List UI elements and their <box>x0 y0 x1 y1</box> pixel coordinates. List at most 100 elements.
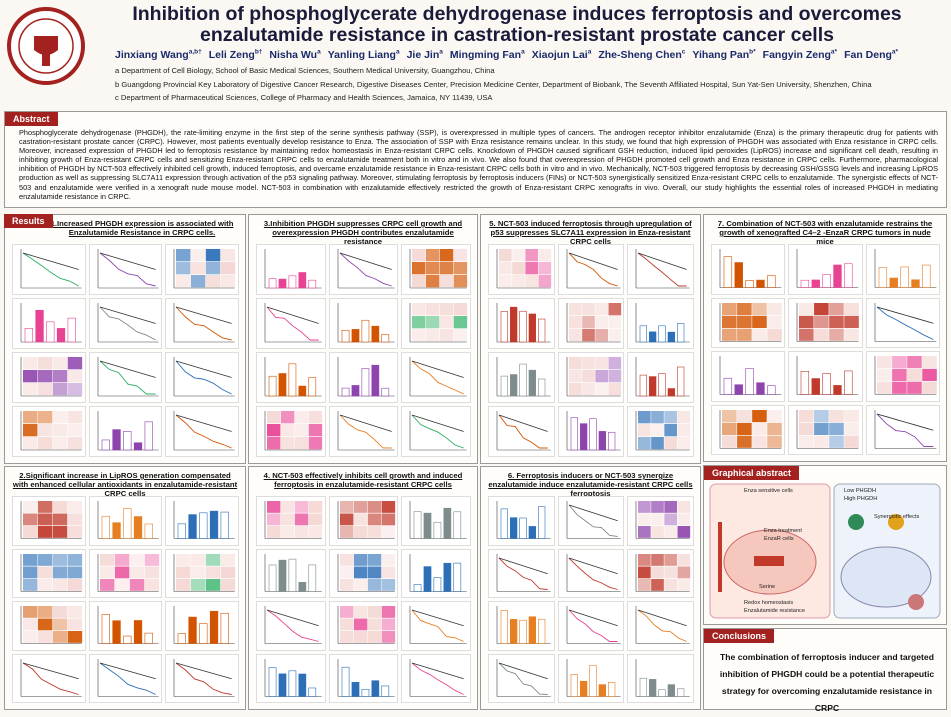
figure-element <box>767 328 782 341</box>
figure-element <box>664 437 678 450</box>
figure-panel <box>488 548 555 598</box>
figure-art <box>496 658 551 697</box>
figure-element <box>638 424 651 437</box>
figure-element <box>175 360 233 395</box>
figure-art <box>337 303 395 343</box>
figure-element <box>353 526 367 538</box>
figure-panel <box>165 653 239 703</box>
figure-panel <box>788 404 863 455</box>
figure-element <box>722 409 737 422</box>
figure-art <box>410 553 467 592</box>
figure-element <box>878 267 887 288</box>
figure-element <box>426 303 440 316</box>
figure-element <box>677 578 691 591</box>
figure-panel <box>88 406 163 457</box>
graphical-abstract: Graphical abstract Enza sensitive cells L… <box>703 465 947 625</box>
figure-element <box>52 553 68 566</box>
figure-element <box>339 501 354 513</box>
figure-element <box>280 411 295 424</box>
figure-element <box>440 303 454 316</box>
figure-element <box>278 278 287 289</box>
figure-element <box>423 565 432 592</box>
figure-element <box>598 683 606 697</box>
ga-label: High PHGDH <box>844 496 878 502</box>
figure-element <box>499 249 512 262</box>
figure-element <box>664 424 678 437</box>
figure-element <box>814 409 829 422</box>
logo-inner <box>18 18 74 74</box>
figure-element <box>822 373 832 395</box>
figure-element <box>440 275 454 288</box>
figure-element <box>339 631 354 643</box>
figure-panel <box>557 496 625 546</box>
figure-element <box>56 328 66 343</box>
figure-panel <box>627 298 694 349</box>
result-section: 6. Ferroptosis inducers or NCT-503 syner… <box>480 466 701 710</box>
author-name: Nisha Wu <box>269 48 318 61</box>
figure-element <box>52 631 68 643</box>
figure-element <box>737 328 752 341</box>
ga-cell2 <box>840 546 932 608</box>
figure-element <box>651 501 665 513</box>
graphical-abstract-art <box>709 483 941 619</box>
figure-element <box>37 553 53 566</box>
ga-label: Enza sensitive cells <box>744 488 793 494</box>
figure-element <box>607 431 615 451</box>
figure-element <box>294 501 309 513</box>
figure-art <box>174 553 236 592</box>
figure-element <box>608 370 621 383</box>
figure-element <box>668 388 676 397</box>
figure-panel <box>12 653 86 703</box>
figure-element <box>426 275 440 288</box>
figure-element <box>498 662 548 679</box>
figure-element <box>876 381 892 394</box>
figure-element <box>412 303 426 316</box>
figure-element <box>52 526 68 538</box>
figure-panel <box>165 352 239 403</box>
figure-art <box>410 411 467 451</box>
figure-element <box>371 325 379 343</box>
figure-element <box>454 275 468 288</box>
figure-element <box>844 435 860 448</box>
figure-element <box>608 383 621 396</box>
figure-element <box>99 360 156 395</box>
ga-drug2 <box>888 514 904 530</box>
figure-element <box>101 439 110 451</box>
figure-element <box>568 504 618 537</box>
figure-element <box>752 328 767 341</box>
figure-element <box>280 437 295 450</box>
figure-element <box>22 662 79 679</box>
figure-element <box>353 553 367 566</box>
ga-label: Synergistic effects <box>874 514 920 520</box>
figure-element <box>371 679 379 697</box>
figure-element <box>144 553 159 566</box>
figure-art <box>337 658 395 697</box>
figure-element <box>833 264 842 288</box>
figure-panel <box>165 298 239 349</box>
figure-element <box>67 631 83 643</box>
figure-element <box>268 375 277 397</box>
figure-element <box>129 578 144 591</box>
figure-element <box>267 526 281 538</box>
figure-element <box>510 374 518 397</box>
figure-art <box>874 302 936 342</box>
figure-art <box>797 356 859 395</box>
figure-element <box>677 566 691 578</box>
affiliation: b Guangdong Provincial Key Laboratory of… <box>115 79 872 89</box>
figure-element <box>640 677 648 697</box>
figure-element <box>176 662 233 679</box>
figure-element <box>876 306 934 324</box>
figure-panel <box>865 244 940 295</box>
figure-art <box>410 357 467 397</box>
figure-element <box>412 360 465 395</box>
figure-panel <box>88 548 163 598</box>
figure-panel <box>865 404 940 455</box>
figure-element <box>411 609 465 642</box>
figure-element <box>767 435 782 448</box>
figure-art <box>264 411 323 451</box>
figure-element <box>412 414 465 432</box>
figure-element <box>23 357 38 370</box>
author-name: Jie Jin <box>406 48 440 61</box>
figure-element <box>500 610 508 644</box>
figure-element <box>339 566 354 578</box>
